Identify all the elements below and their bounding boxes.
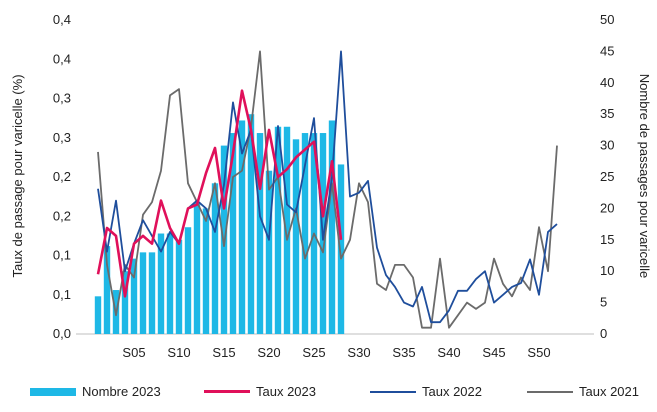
bar <box>283 126 291 334</box>
y-right-tick-label: 50 <box>600 12 614 27</box>
bar <box>256 133 264 334</box>
bar <box>292 139 300 334</box>
y-right-tick-label: 10 <box>600 263 614 278</box>
bar <box>121 271 129 334</box>
bar <box>202 208 210 334</box>
bar <box>193 202 201 334</box>
y-right-tick-label: 25 <box>600 169 614 184</box>
legend-label: Taux 2022 <box>422 384 482 399</box>
legend-label: Taux 2023 <box>256 384 316 399</box>
bar <box>148 252 156 334</box>
bar <box>157 233 165 334</box>
bar <box>175 239 183 334</box>
x-axis-ticks: S05 S10 S15 S20 S25 S30 S35 S40 S45 S50 <box>122 345 550 360</box>
bar <box>139 252 147 334</box>
bar <box>328 120 336 334</box>
series-line-taux-2023 <box>96 89 343 298</box>
y-right-tick-label: 30 <box>600 138 614 153</box>
series-line-taux-2021 <box>97 50 558 329</box>
bar <box>229 133 237 334</box>
bar <box>337 164 345 334</box>
series-nombre-2023 <box>94 114 345 334</box>
legend-swatch-line <box>370 390 416 393</box>
y-left-tick-label: 0,3 <box>53 91 71 106</box>
bar <box>211 183 219 334</box>
y-left-tick-label: 0,4 <box>53 51 71 66</box>
legend-label: Nombre 2023 <box>82 384 161 399</box>
y-right-tick-label: 40 <box>600 75 614 90</box>
y-left-tick-label: 0,3 <box>53 130 71 145</box>
legend-swatch-line <box>204 390 250 393</box>
x-tick-label: S10 <box>167 345 190 360</box>
legend-label: Taux 2021 <box>579 384 639 399</box>
legend-item-taux-2021: Taux 2021 <box>527 384 639 399</box>
legend-item-taux-2022: Taux 2022 <box>370 384 482 399</box>
y-left-tick-label: 0,4 <box>53 12 71 27</box>
bar <box>184 227 192 334</box>
bar <box>94 296 102 334</box>
x-tick-label: S05 <box>122 345 145 360</box>
y-right-tick-label: 45 <box>600 43 614 58</box>
y-axis-right-title: Nombre de passages pour varicelle <box>637 74 652 279</box>
y-right-tick-label: 15 <box>600 232 614 247</box>
y-right-tick-label: 5 <box>600 295 607 310</box>
x-tick-label: S15 <box>212 345 235 360</box>
y-left-tick-label: 0,2 <box>53 169 71 184</box>
bar <box>265 170 273 334</box>
legend-item-taux-2023: Taux 2023 <box>204 384 316 399</box>
x-tick-label: S35 <box>392 345 415 360</box>
y-right-tick-label: 0 <box>600 326 607 341</box>
bar <box>130 258 138 334</box>
x-tick-label: S40 <box>437 345 460 360</box>
bar <box>166 233 174 334</box>
y-left-tick-label: 0,1 <box>53 248 71 263</box>
bar <box>274 126 282 334</box>
bar <box>238 120 246 334</box>
x-tick-label: S45 <box>482 345 505 360</box>
y-axis-left-title: Taux de passage pour varicelle (%) <box>10 74 25 277</box>
legend-swatch-line <box>527 390 573 393</box>
right-axis-ticks: 0 5 10 15 20 25 30 35 40 45 50 <box>600 12 614 341</box>
plot-area <box>76 50 594 335</box>
y-left-tick-label: 0,1 <box>53 287 71 302</box>
y-left-tick-label: 0,2 <box>53 208 71 223</box>
legend-item-nombre-2023: Nombre 2023 <box>30 384 161 399</box>
x-tick-label: S20 <box>257 345 280 360</box>
y-left-tick-label: 0,0 <box>53 326 71 341</box>
bar <box>301 133 309 334</box>
x-tick-label: S25 <box>302 345 325 360</box>
legend-swatch-bar <box>30 387 76 396</box>
x-tick-label: S50 <box>527 345 550 360</box>
bar <box>103 246 111 334</box>
left-axis-ticks: 0,0 0,1 0,1 0,2 0,2 0,3 0,3 0,4 0,4 <box>53 12 71 341</box>
y-right-tick-label: 35 <box>600 106 614 121</box>
bar <box>247 114 255 334</box>
y-right-tick-label: 20 <box>600 200 614 215</box>
x-tick-label: S30 <box>347 345 370 360</box>
legend: Nombre 2023 Taux 2023 Taux 2022 Taux 202… <box>0 384 657 408</box>
